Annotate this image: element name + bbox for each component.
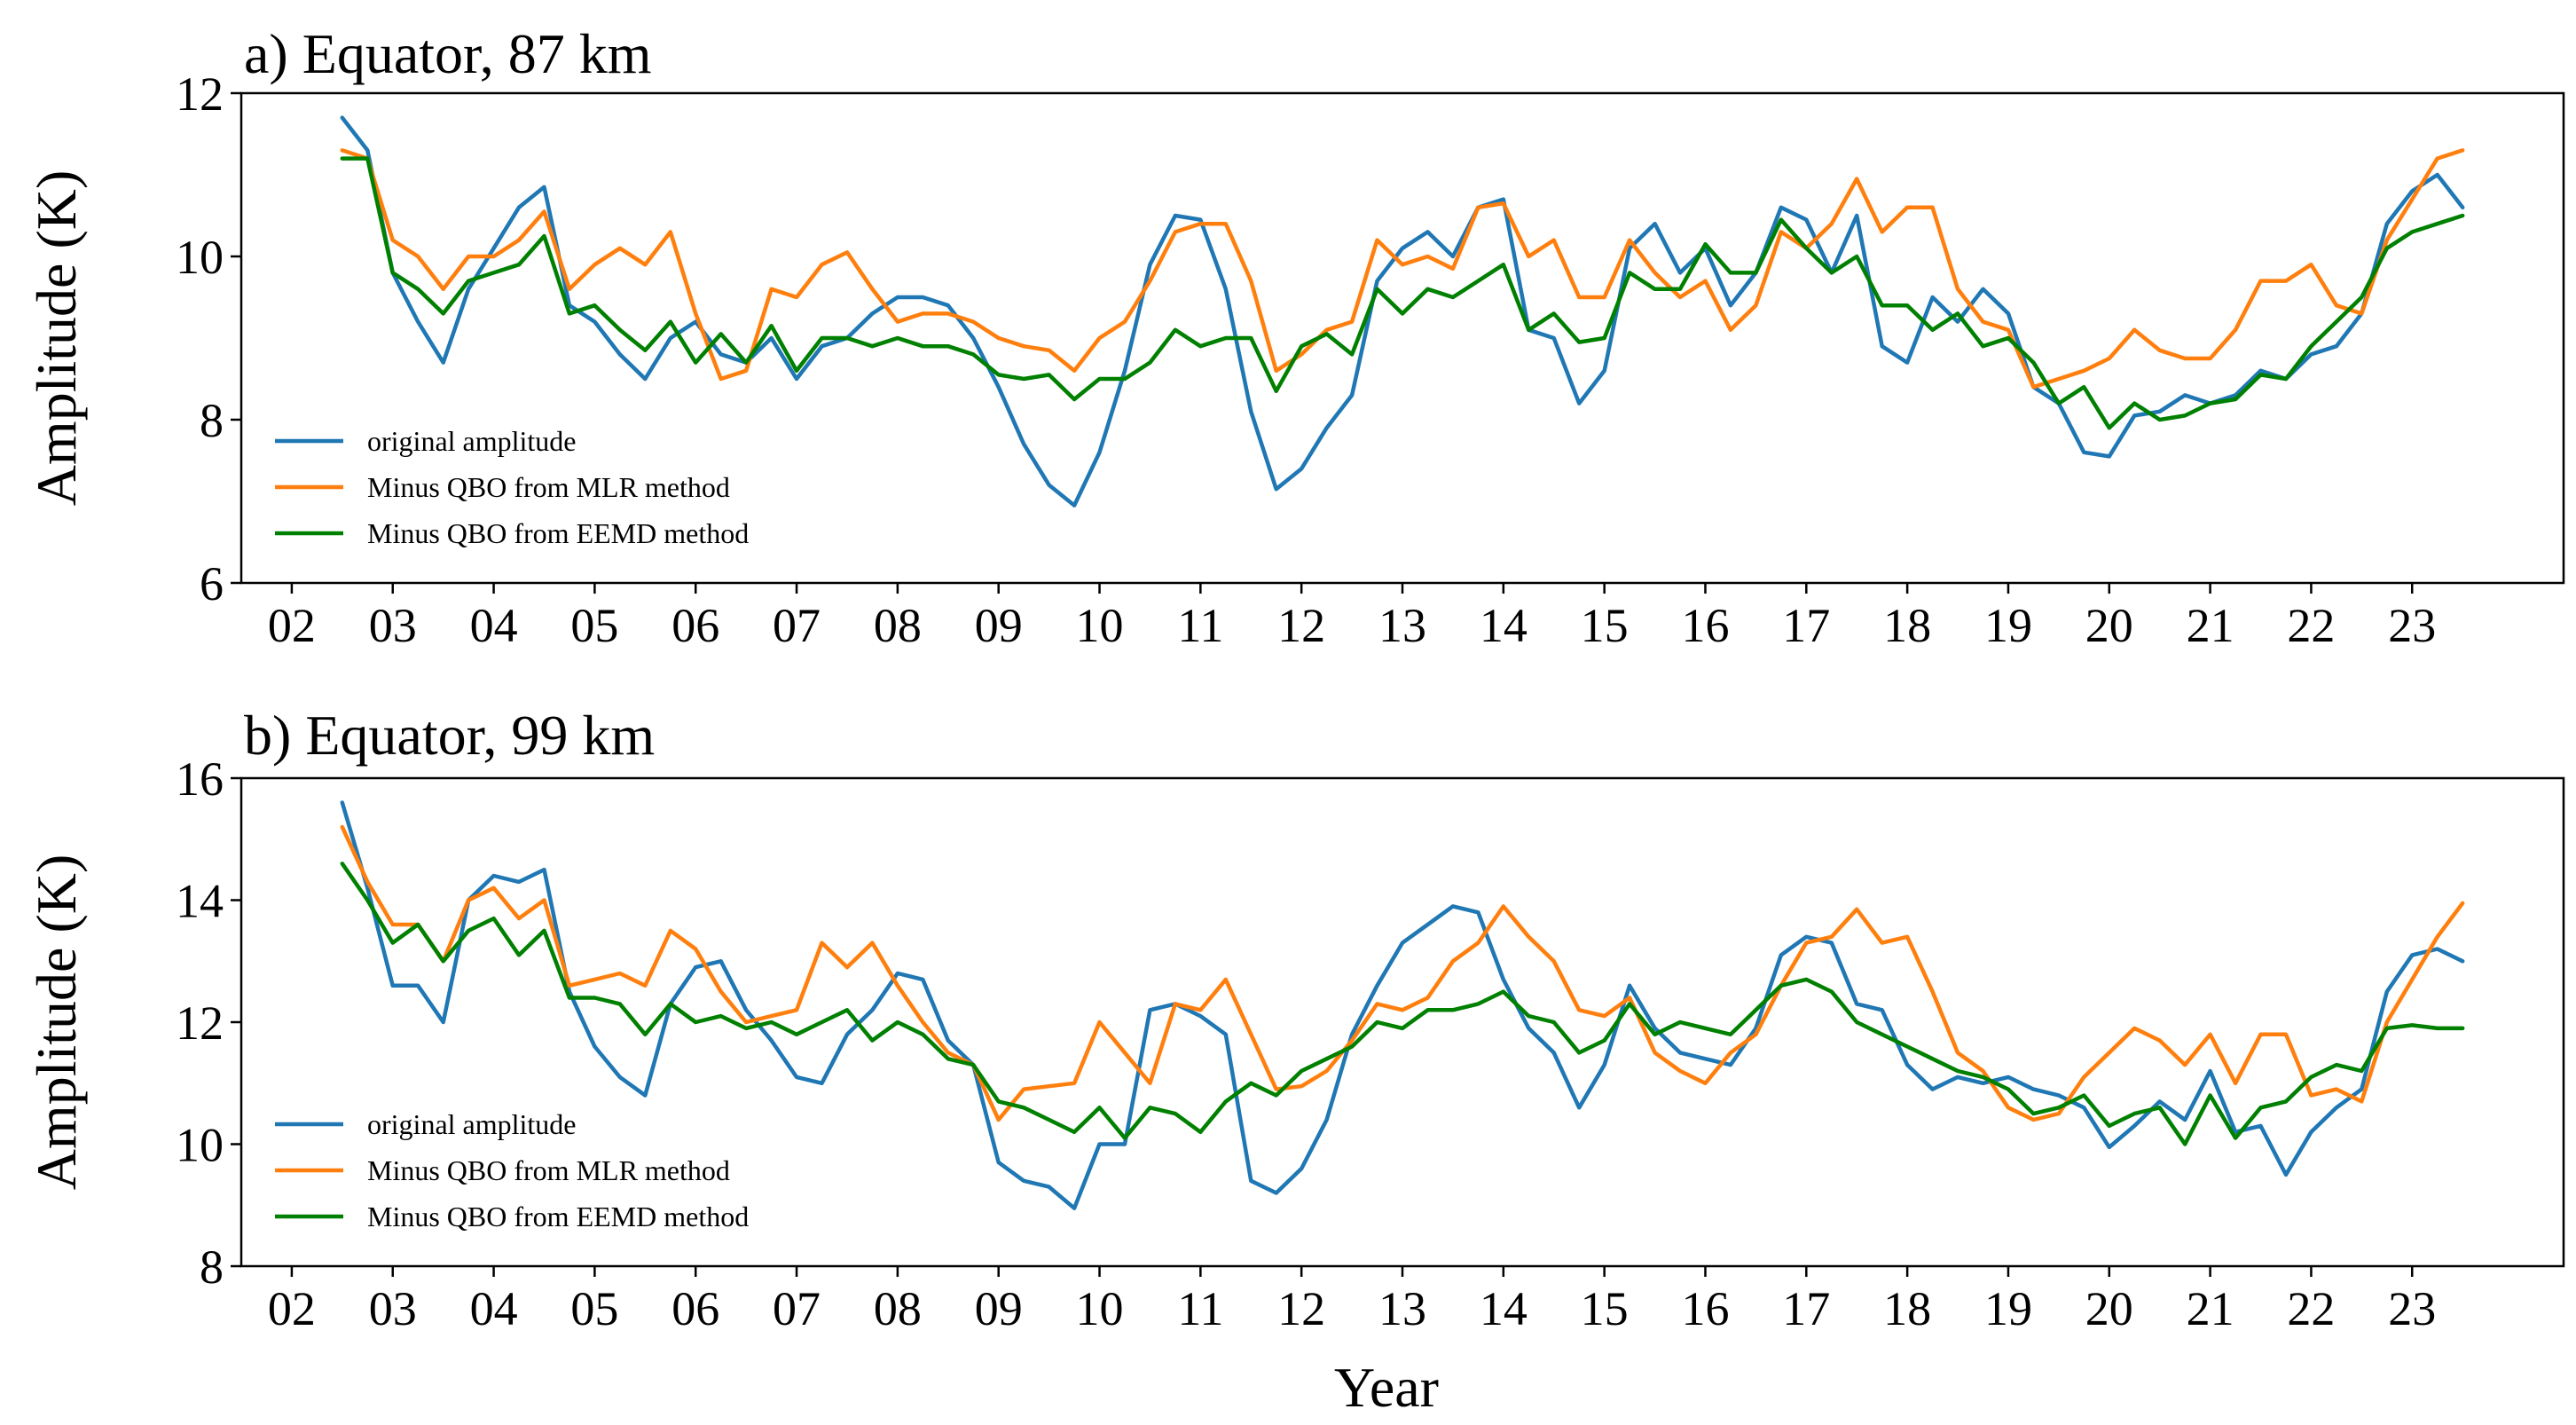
panel-b-x-tick-label: 20 (2085, 1282, 2133, 1335)
panel-b-series-group (340, 800, 2465, 1210)
panel-a-legend-label-original: original amplitude (367, 425, 577, 457)
panel-a-y-tick-label: 8 (200, 394, 224, 447)
panel-a-legend-label-mlr: Minus QBO from MLR method (367, 471, 730, 503)
panel-b-x-tick-label: 22 (2287, 1282, 2335, 1335)
panel-a-x-tick-label: 10 (1076, 599, 1124, 652)
panel-a: a) Equator, 87 km Amplitude (K) 02 03 04 05 06… (25, 22, 2565, 652)
panel-a-x-tick-label: 07 (773, 599, 821, 652)
panel-b-legend: original amplitude Minus QBO from MLR met… (275, 1108, 749, 1232)
panel-b-x-tick-label: 03 (369, 1282, 417, 1335)
panel-b-y-tick-label: 14 (176, 875, 224, 928)
panel-a-x-tick-label: 08 (874, 599, 922, 652)
x-axis-label: Year (1334, 1356, 1439, 1419)
panel-a-legend: original amplitude Minus QBO from MLR met… (275, 425, 749, 549)
panel-a-x-tick-label: 13 (1378, 599, 1426, 652)
panel-a-x-tick-label: 11 (1177, 599, 1223, 652)
panel-b-y-axis-label: Amplitude (K) (25, 854, 88, 1191)
panel-b-y-tick-label: 10 (176, 1119, 224, 1172)
panel-b-x-tick-label: 05 (570, 1282, 618, 1335)
panel-b-x-tick-label: 13 (1378, 1282, 1426, 1335)
panel-a-series-original-line (340, 115, 2465, 508)
panel-b-series-original-line (340, 800, 2465, 1210)
panel-a-x-tick-label: 15 (1581, 599, 1629, 652)
panel-a-y-axis-label: Amplitude (K) (25, 170, 88, 507)
panel-b-x-tick-label: 12 (1277, 1282, 1325, 1335)
panels: a) Equator, 87 km Amplitude (K) 02 03 04 05 06… (25, 22, 2565, 1335)
panel-b-y-tick-label: 16 (176, 752, 224, 806)
panel-b-x-tick-label: 06 (671, 1282, 719, 1335)
panel-b-title: b) Equator, 99 km (244, 704, 655, 767)
panel-b-x-tick-label: 23 (2388, 1282, 2436, 1335)
panel-b: b) Equator, 99 km Amplitude (K) 02 03 04 05 06… (25, 704, 2565, 1335)
panel-a-x-tick-label: 05 (570, 599, 618, 652)
panel-a-x-tick-label: 22 (2287, 599, 2335, 652)
panel-b-x-tick-label: 17 (1782, 1282, 1830, 1335)
panel-b-x-tick-label: 18 (1883, 1282, 1931, 1335)
panel-a-x-tick-label: 04 (470, 599, 518, 652)
panel-b-x-tick-label: 11 (1177, 1282, 1223, 1335)
panel-b-legend-label-original: original amplitude (367, 1108, 577, 1140)
panel-a-x-tick-label: 17 (1782, 599, 1830, 652)
panel-b-x-tick-label: 15 (1581, 1282, 1629, 1335)
panel-b-x-tick-label: 02 (268, 1282, 316, 1335)
panel-b-x-tick-label: 19 (1984, 1282, 2032, 1335)
panel-a-x-tick-label: 23 (2388, 599, 2436, 652)
panel-a-x-tick-label: 16 (1681, 599, 1729, 652)
panel-b-x-tick-label: 16 (1681, 1282, 1729, 1335)
panel-a-x-tick-label: 21 (2187, 599, 2234, 652)
panel-b-x-tick-label: 21 (2187, 1282, 2234, 1335)
panel-b-x-tick-label: 08 (874, 1282, 922, 1335)
panel-a-x-tick-label: 14 (1480, 599, 1528, 652)
panel-b-legend-label-mlr: Minus QBO from MLR method (367, 1154, 730, 1186)
panel-b-y-tick-label: 8 (200, 1240, 224, 1294)
panel-a-x-tick-label: 09 (975, 599, 1023, 652)
panel-a-y-tick-label: 6 (200, 557, 224, 610)
panel-b-x-tick-label: 14 (1480, 1282, 1528, 1335)
panel-a-x-tick-label: 03 (369, 599, 417, 652)
panel-a-x-tick-label: 18 (1883, 599, 1931, 652)
panel-b-x-tick-label: 04 (470, 1282, 518, 1335)
panel-b-x-tick-label: 09 (975, 1282, 1023, 1335)
panel-a-legend-label-eemd: Minus QBO from EEMD method (367, 517, 749, 549)
panel-a-x-tick-label: 06 (671, 599, 719, 652)
panel-b-legend-label-eemd: Minus QBO from EEMD method (367, 1201, 749, 1232)
panel-a-series-mlr-line (340, 148, 2465, 390)
panel-b-series-mlr-line (340, 824, 2465, 1122)
panel-a-series-eemd-line (340, 156, 2465, 430)
panel-b-x-tick-label: 07 (773, 1282, 821, 1335)
panel-b-x-tick-label: 10 (1076, 1282, 1124, 1335)
panel-a-y-tick-label: 10 (176, 231, 224, 284)
panel-a-series-group (340, 115, 2465, 508)
panel-a-y-tick-label: 12 (176, 67, 224, 121)
panel-a-x-tick-label: 20 (2085, 599, 2133, 652)
panel-b-y-tick-label: 12 (176, 996, 224, 1050)
panel-a-title: a) Equator, 87 km (244, 22, 652, 85)
panel-a-x-tick-label: 02 (268, 599, 316, 652)
panel-a-x-tick-label: 12 (1277, 599, 1325, 652)
panel-b-series-eemd-line (340, 862, 2465, 1146)
panel-a-x-tick-label: 19 (1984, 599, 2032, 652)
